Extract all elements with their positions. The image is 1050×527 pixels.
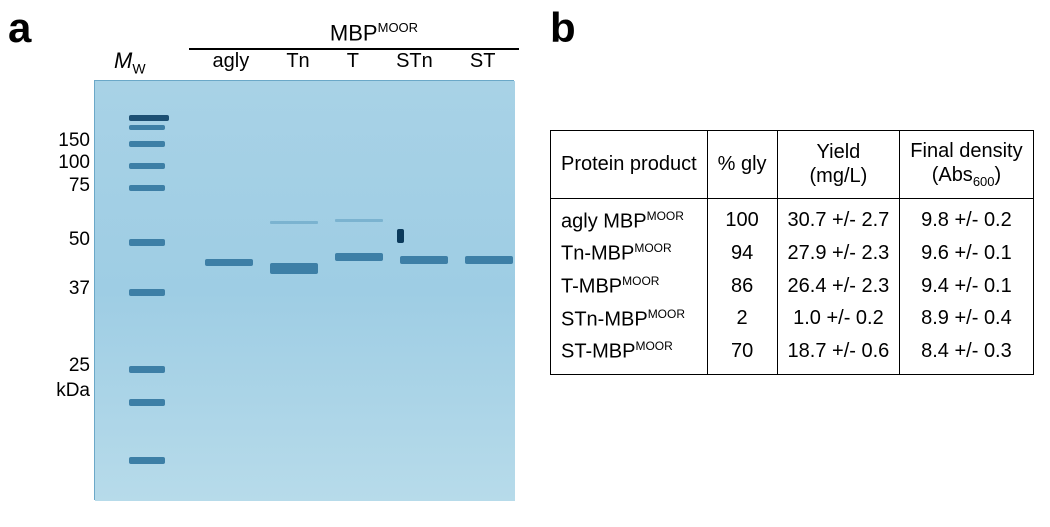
density-line2-sub: 600: [973, 174, 995, 189]
product-base: MBP: [592, 341, 635, 363]
gel-area: MW MBPMOOR agly Tn T STn ST 15010075 50 37 25 kD…: [44, 20, 524, 510]
cell-product: T-MBPMOOR: [551, 270, 708, 303]
cell-product: Tn-MBPMOOR: [551, 237, 708, 270]
product-base: MBP: [604, 308, 647, 330]
table-row: STn-MBPMOOR21.0 +/- 0.28.9 +/- 0.4: [551, 303, 1034, 336]
cell-product: agly MBPMOOR: [551, 198, 708, 237]
col-header-product: Protein product: [551, 131, 708, 199]
cell-density: 9.4 +/- 0.1: [900, 270, 1033, 303]
product-prefix: Tn-: [561, 243, 591, 265]
density-line1: Final density: [910, 140, 1022, 162]
lane-labels-row: agly Tn T STn ST: [194, 50, 514, 73]
lane-label: agly: [213, 50, 250, 73]
cell-gly: 94: [707, 237, 777, 270]
density-line2-suffix: ): [995, 164, 1002, 186]
yield-line2: (mg/L): [810, 165, 868, 187]
mw-label-sub: W: [132, 60, 145, 76]
cell-gly: 100: [707, 198, 777, 237]
mw-label-prefix: M: [114, 48, 132, 73]
table-row: agly MBPMOOR10030.7 +/- 2.79.8 +/- 0.2: [551, 198, 1034, 237]
lane-label: T: [347, 50, 359, 73]
product-sup: MOOR: [647, 209, 684, 223]
cell-product: STn-MBPMOOR: [551, 303, 708, 336]
group-label-sup: MOOR: [378, 20, 418, 35]
cell-yield: 30.7 +/- 2.7: [777, 198, 900, 237]
product-sup: MOOR: [635, 339, 672, 353]
table-body: agly MBPMOOR10030.7 +/- 2.79.8 +/- 0.2Tn…: [551, 198, 1034, 374]
product-sup: MOOR: [648, 307, 685, 321]
cell-density: 9.6 +/- 0.1: [900, 237, 1033, 270]
panel-b: b Protein product % gly Yield (mg/L) Fin…: [540, 0, 1050, 527]
product-base: MBP: [579, 276, 622, 298]
product-base: MBP: [603, 210, 646, 232]
cell-gly: 86: [707, 270, 777, 303]
table-row: T-MBPMOOR8626.4 +/- 2.39.4 +/- 0.1: [551, 270, 1034, 303]
col-header-density: Final density (Abs600): [900, 131, 1033, 199]
col-header-yield: Yield (mg/L): [777, 131, 900, 199]
table-header-row: Protein product % gly Yield (mg/L) Final…: [551, 131, 1034, 199]
lane-group-label: MBPMOOR: [254, 20, 494, 46]
mw-ticks: 15010075 50 37 25 kDa: [44, 80, 92, 500]
mw-column-label: MW: [114, 48, 146, 76]
product-prefix: T-: [561, 276, 579, 298]
mw-tick: kDa: [56, 380, 90, 402]
gel-image: [94, 80, 514, 500]
table-row: Tn-MBPMOOR9427.9 +/- 2.39.6 +/- 0.1: [551, 237, 1034, 270]
product-sup: MOOR: [622, 274, 659, 288]
cell-density: 8.9 +/- 0.4: [900, 303, 1033, 336]
cell-gly: 70: [707, 335, 777, 374]
mw-tick: 50: [69, 229, 90, 251]
yield-line1: Yield: [817, 141, 861, 163]
group-label-base: MBP: [330, 20, 378, 45]
cell-yield: 27.9 +/- 2.3: [777, 237, 900, 270]
lane-label: ST: [470, 50, 496, 73]
data-table: Protein product % gly Yield (mg/L) Final…: [550, 130, 1034, 375]
product-prefix: ST-: [561, 341, 592, 363]
lane-label: Tn: [286, 50, 309, 73]
panel-a-label: a: [8, 4, 31, 52]
cell-gly: 2: [707, 303, 777, 336]
mw-tick: 150: [58, 130, 90, 152]
panel-b-label: b: [550, 4, 576, 52]
product-base: MBP: [591, 243, 634, 265]
product-prefix: agly: [561, 210, 603, 232]
gel-svg: [95, 81, 515, 501]
cell-product: ST-MBPMOOR: [551, 335, 708, 374]
mw-tick: 25: [69, 355, 90, 377]
cell-yield: 26.4 +/- 2.3: [777, 270, 900, 303]
lane-label: STn: [396, 50, 433, 73]
cell-density: 8.4 +/- 0.3: [900, 335, 1033, 374]
density-line2-prefix: (Abs: [932, 164, 973, 186]
product-prefix: STn-: [561, 308, 604, 330]
product-sup: MOOR: [634, 241, 671, 255]
mw-tick: 100: [58, 152, 90, 174]
figure-container: a MW MBPMOOR aglyTnTSTnST 15010075503725…: [0, 0, 1050, 527]
col-header-gly: % gly: [707, 131, 777, 199]
cell-yield: 18.7 +/- 0.6: [777, 335, 900, 374]
panel-a: a MW MBPMOOR agly Tn T STn ST 15010075 50 37 25…: [0, 0, 540, 527]
mw-tick: 37: [69, 278, 90, 300]
cell-density: 9.8 +/- 0.2: [900, 198, 1033, 237]
mw-tick: 75: [69, 175, 90, 197]
cell-yield: 1.0 +/- 0.2: [777, 303, 900, 336]
table-row: ST-MBPMOOR7018.7 +/- 0.68.4 +/- 0.3: [551, 335, 1034, 374]
